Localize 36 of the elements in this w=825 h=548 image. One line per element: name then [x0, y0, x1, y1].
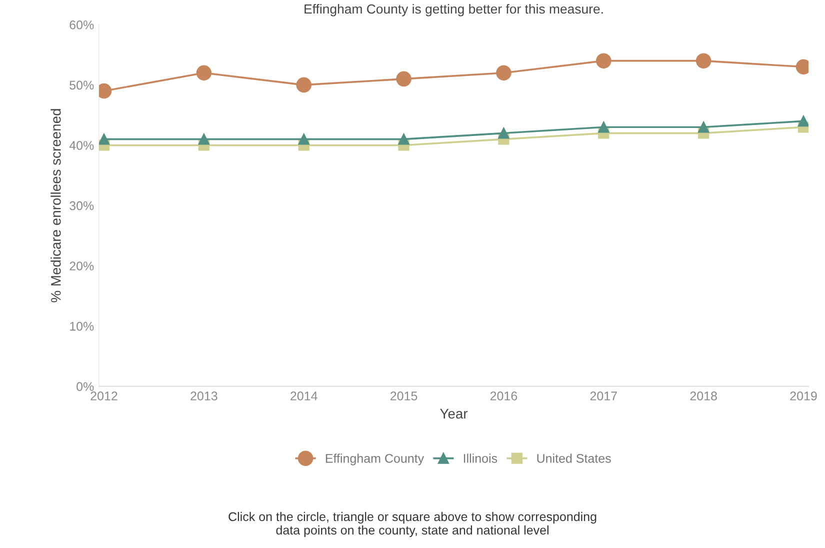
- y-tick-label: 50%: [70, 80, 94, 90]
- point: [498, 128, 510, 139]
- legend-label: Effingham County: [326, 454, 424, 466]
- point: [396, 71, 412, 87]
- x-tick-label: 2013: [190, 392, 218, 400]
- y-tick-label: 60%: [70, 20, 94, 30]
- text: Click on the circle, triangle or square above to show corresponding data points on the county, state and national level: [228, 512, 596, 538]
- y-tick-label: 10%: [70, 322, 94, 331]
- point: [298, 134, 310, 145]
- point: [696, 53, 712, 68]
- x-tick-label: 2018: [690, 392, 717, 400]
- y-tick-label: 0%: [76, 382, 94, 391]
- x-axis-title: Year: [440, 408, 468, 419]
- point: [296, 77, 312, 93]
- point: [596, 53, 612, 68]
- x-tick-label: 2016: [490, 392, 518, 400]
- y-axis-title: % Medicare enrollees screened: [50, 109, 61, 302]
- point: [398, 134, 410, 145]
- point: [698, 122, 710, 133]
- legend-label: United States: [537, 454, 611, 463]
- y-tick-label: 20%: [70, 262, 94, 270]
- x-tick-label: 2015: [390, 392, 418, 400]
- x-tick-label: 2014: [290, 392, 318, 400]
- point: [198, 134, 210, 145]
- chart-title: Effingham County is getting better for this measure.: [304, 4, 603, 16]
- x-tick-label: 2012: [90, 392, 118, 400]
- point: [598, 122, 610, 133]
- point: [798, 116, 808, 127]
- legend-label: Illinois: [464, 454, 498, 463]
- y-tick-label: 40%: [69, 141, 94, 150]
- y-tick-label: 30%: [70, 201, 94, 210]
- point: [99, 134, 110, 145]
- point: [196, 65, 212, 81]
- x-tick-label: 2017: [590, 392, 617, 400]
- point: [496, 65, 512, 81]
- x-tick-label: 2019: [790, 392, 817, 400]
